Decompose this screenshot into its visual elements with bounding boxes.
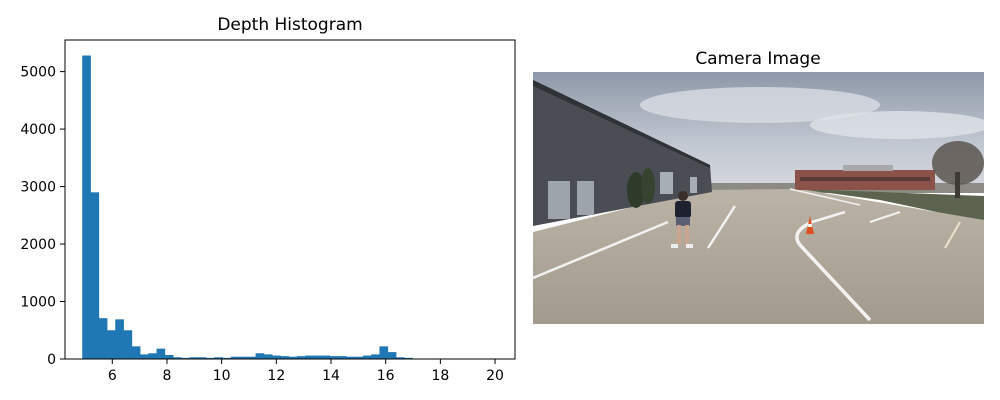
brick-building-roof — [843, 165, 893, 171]
histogram-title: Depth Histogram — [217, 15, 362, 35]
x-tick-label: 10 — [213, 368, 231, 384]
lane-line — [789, 188, 861, 206]
warehouse-roofline — [533, 80, 710, 168]
person-shoe — [686, 244, 693, 248]
histogram-bar — [115, 319, 124, 359]
far-ground — [533, 183, 984, 193]
histogram-axes-frame — [64, 39, 516, 360]
building-door — [690, 177, 697, 193]
x-tick-label: 20 — [486, 368, 504, 384]
x-tick-label: 14 — [322, 368, 340, 384]
histogram-bar — [338, 356, 347, 359]
histogram-bar — [140, 354, 149, 359]
tree — [641, 168, 655, 204]
building-door — [548, 181, 570, 219]
histogram-bar — [305, 355, 314, 359]
lane-line — [795, 220, 872, 322]
histogram-bar — [263, 354, 273, 359]
person-head — [678, 191, 688, 201]
histogram-panel: Depth Histogram 6 8 10 12 14 16 18 20 0 1000 2000… — [20, 15, 516, 384]
lane-line — [533, 220, 669, 280]
histogram-x-axis: 6 8 10 12 14 16 18 20 — [108, 359, 504, 384]
x-tick-label: 16 — [377, 368, 395, 384]
lane-line — [869, 211, 901, 223]
histogram-bar — [371, 354, 380, 359]
histogram-bar — [123, 330, 133, 359]
cloud — [810, 111, 984, 139]
histogram-bar — [280, 356, 290, 359]
grass-strip — [800, 189, 984, 222]
histogram-bar — [296, 356, 306, 359]
x-tick-label: 18 — [431, 368, 449, 384]
camera-image — [533, 72, 984, 324]
y-tick-label: 3000 — [20, 180, 56, 196]
x-tick-label: 8 — [163, 368, 172, 384]
histogram-bar — [362, 355, 372, 359]
histogram-bar — [90, 192, 100, 359]
building-door — [577, 181, 594, 215]
bare-tree — [932, 141, 984, 185]
histogram-bar — [272, 355, 281, 359]
histogram-bar — [148, 353, 157, 359]
bare-tree-trunk — [955, 172, 960, 198]
histogram-bar — [98, 318, 108, 359]
y-tick-label: 5000 — [20, 65, 56, 81]
histogram-bar — [239, 356, 248, 359]
histogram-bar — [181, 357, 190, 359]
histogram-bar — [313, 355, 323, 359]
y-tick-label: 4000 — [20, 122, 56, 138]
histogram-bar — [106, 330, 116, 359]
building-door — [660, 172, 673, 194]
histogram-bar — [173, 357, 182, 359]
person-shorts — [676, 217, 690, 226]
histogram-bar — [164, 354, 174, 359]
lane-line — [811, 210, 846, 224]
person-leg — [685, 225, 689, 245]
histogram-bar — [346, 356, 356, 359]
histogram-bar — [197, 357, 207, 359]
y-tick-label: 0 — [47, 352, 56, 368]
pavement — [533, 189, 984, 324]
person-shoe — [671, 244, 678, 248]
person — [671, 191, 693, 248]
x-tick-label: 6 — [108, 368, 117, 384]
histogram-bar — [321, 355, 331, 359]
y-tick-label: 1000 — [20, 295, 56, 311]
cloud — [640, 87, 880, 123]
histogram-bar — [379, 346, 389, 359]
histogram-bar — [354, 356, 364, 359]
histogram-bar — [222, 357, 232, 359]
lane-line — [944, 221, 961, 249]
histogram-bar — [288, 356, 298, 359]
y-tick-label: 2000 — [20, 237, 56, 253]
histogram-bar — [404, 357, 413, 359]
histogram-bar — [247, 356, 257, 359]
traffic-cone-stripe — [808, 224, 812, 227]
histogram-y-axis: 0 1000 2000 3000 4000 5000 — [20, 65, 65, 368]
brick-building-windows — [800, 177, 930, 181]
tree — [627, 172, 645, 208]
camera-title: Camera Image — [695, 49, 820, 69]
histogram-bar — [131, 346, 141, 359]
lane-line — [706, 205, 737, 249]
histogram-bars — [82, 55, 413, 360]
histogram-bar — [156, 348, 166, 359]
person-torso — [675, 201, 691, 218]
histogram-bar — [255, 353, 265, 359]
histogram-bar — [230, 356, 240, 359]
histogram-bar — [395, 357, 405, 359]
histogram-bar — [189, 357, 199, 359]
histogram-bar — [387, 352, 397, 359]
histogram-bar — [206, 357, 215, 359]
histogram-bar — [329, 356, 339, 359]
camera-panel: Camera Image — [533, 49, 984, 324]
histogram-bar — [214, 357, 223, 359]
x-tick-label: 12 — [267, 368, 285, 384]
person-leg — [677, 225, 681, 245]
histogram-bar — [82, 55, 91, 360]
